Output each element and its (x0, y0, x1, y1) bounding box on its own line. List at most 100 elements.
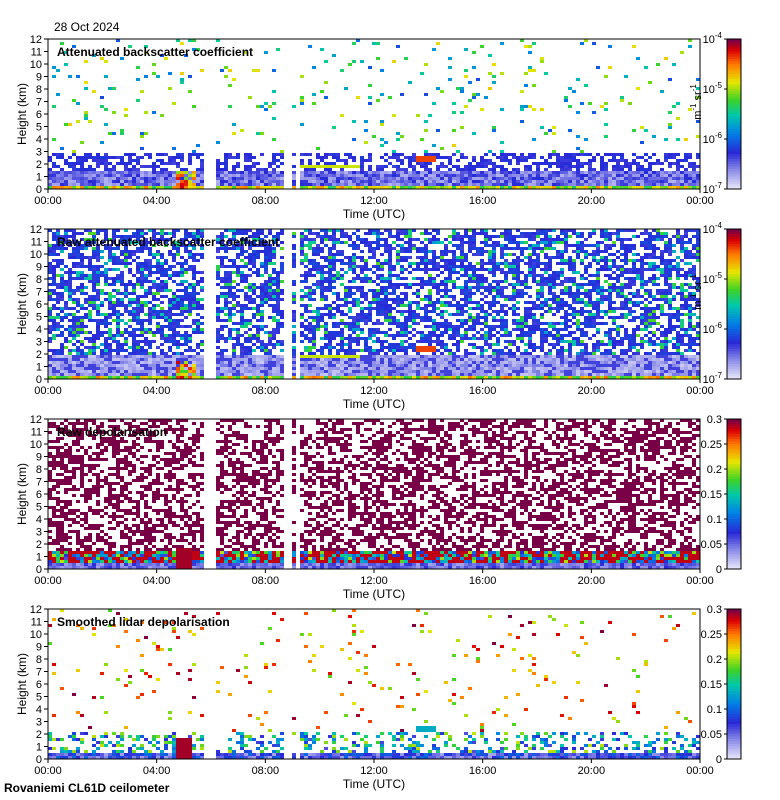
colorbar-unit-label: m-1sr-1 (689, 274, 704, 310)
colorbar-tick-label: 0.15 (701, 679, 722, 691)
x-tick-label: 04:00 (143, 765, 171, 777)
y-tick-label: 2 (36, 729, 42, 741)
colorbar-tick-label: 0.3 (707, 414, 722, 426)
x-tick-label: 00:00 (34, 195, 62, 207)
y-axis-label: Height (km) (15, 463, 29, 525)
colorbar-tick-label: 0.05 (701, 539, 722, 551)
heatmap-field (48, 609, 700, 759)
y-tick-label: 11 (31, 617, 42, 629)
y-tick-label: 0 (36, 184, 42, 196)
x-tick-label: 20:00 (578, 195, 606, 207)
y-tick-label: 6 (36, 299, 42, 311)
panel-4: Smoothed lidar depolarisation01234567891… (15, 604, 742, 791)
x-axis-label: Time (UTC) (343, 587, 405, 601)
colorbar-tick-label: 10-6 (703, 131, 723, 146)
y-tick-label: 10 (30, 249, 42, 261)
panel-title: Raw attenuated backscatter coefficient (57, 235, 279, 249)
y-tick-label: 5 (36, 692, 42, 704)
x-tick-label: 12:00 (360, 195, 388, 207)
x-axis-label: Time (UTC) (343, 777, 405, 791)
y-tick-label: 8 (36, 274, 42, 286)
colorbar-tick-label: 0.25 (701, 629, 722, 641)
y-tick-label: 9 (36, 262, 42, 274)
y-tick-label: 7 (36, 477, 42, 489)
x-tick-label: 12:00 (360, 765, 388, 777)
y-tick-label: 7 (36, 667, 42, 679)
colorbar-tick-label: 0.3 (707, 604, 722, 616)
y-tick-label: 1 (36, 742, 42, 754)
y-tick-label: 6 (36, 679, 42, 691)
y-tick-label: 9 (36, 642, 42, 654)
y-tick-label: 12 (30, 224, 42, 236)
colorbar-tick-label: 10-4 (703, 221, 723, 236)
heatmap-field (48, 39, 700, 189)
colorbar-tick-label: 10-6 (703, 321, 723, 336)
y-tick-label: 6 (36, 489, 42, 501)
y-tick-label: 2 (36, 539, 42, 551)
y-tick-label: 0 (36, 754, 42, 766)
x-tick-label: 16:00 (469, 575, 497, 587)
x-tick-label: 00:00 (686, 385, 714, 397)
x-tick-label: 08:00 (252, 385, 280, 397)
date-label: 28 Oct 2024 (54, 20, 120, 34)
panel-title: Attenuated backscatter coefficient (57, 45, 253, 59)
x-tick-label: 08:00 (252, 195, 280, 207)
x-tick-label: 00:00 (34, 575, 62, 587)
y-tick-label: 2 (36, 349, 42, 361)
colorbar-tick-label: 10-7 (703, 371, 723, 386)
x-tick-label: 20:00 (578, 575, 606, 587)
colorbar: 10-7 10-6 10-5 10-4 m-1sr-1 (689, 31, 742, 196)
y-tick-label: 10 (30, 59, 42, 71)
colorbar-tick-label: 0 (716, 754, 722, 766)
colorbar-tick-label: 10-5 (703, 81, 723, 96)
y-tick-label: 4 (36, 704, 42, 716)
y-tick-label: 8 (36, 464, 42, 476)
colorbar-tick-label: 0.1 (707, 514, 722, 526)
colorbar-tick-label: 10-7 (703, 181, 723, 196)
y-tick-label: 3 (36, 717, 42, 729)
colorbar: 0 0.05 0.1 0.15 0.2 0.25 0.3 (701, 604, 742, 766)
y-tick-label: 10 (30, 439, 42, 451)
y-tick-label: 3 (36, 337, 42, 349)
x-tick-label: 16:00 (469, 195, 497, 207)
y-tick-label: 4 (36, 134, 42, 146)
heatmap-field (48, 229, 700, 379)
y-tick-label: 4 (36, 324, 42, 336)
y-tick-label: 2 (36, 159, 42, 171)
y-tick-label: 6 (36, 109, 42, 121)
x-tick-label: 00:00 (686, 575, 714, 587)
heatmap-field (48, 419, 700, 569)
x-tick-label: 04:00 (143, 385, 171, 397)
y-axis-label: Height (km) (15, 83, 29, 145)
y-tick-label: 12 (30, 414, 42, 426)
y-tick-label: 1 (36, 172, 42, 184)
y-tick-label: 5 (36, 122, 42, 134)
x-tick-label: 04:00 (143, 195, 171, 207)
x-tick-label: 00:00 (34, 385, 62, 397)
colorbar-tick-label: 10-5 (703, 271, 723, 286)
x-tick-label: 20:00 (578, 385, 606, 397)
y-tick-label: 7 (36, 287, 42, 299)
y-tick-label: 1 (36, 552, 42, 564)
x-tick-label: 00:00 (686, 765, 714, 777)
y-tick-label: 4 (36, 514, 42, 526)
colorbar-tick-label: 10-4 (703, 31, 723, 46)
x-tick-label: 20:00 (578, 765, 606, 777)
x-tick-label: 00:00 (686, 195, 714, 207)
y-tick-label: 9 (36, 72, 42, 84)
y-tick-label: 10 (30, 629, 42, 641)
x-tick-label: 12:00 (360, 385, 388, 397)
x-axis-label: Time (UTC) (343, 397, 405, 411)
colorbar-tick-label: 0.1 (707, 704, 722, 716)
y-tick-label: 11 (31, 237, 42, 249)
y-axis-label: Height (km) (15, 653, 29, 715)
y-tick-label: 7 (36, 97, 42, 109)
x-tick-label: 12:00 (360, 575, 388, 587)
x-tick-label: 16:00 (469, 385, 497, 397)
x-tick-label: 08:00 (252, 575, 280, 587)
panel-1: Attenuated backscatter coefficient012345… (15, 31, 742, 221)
y-tick-label: 8 (36, 84, 42, 96)
colorbar-tick-label: 0.2 (707, 464, 722, 476)
y-tick-label: 8 (36, 654, 42, 666)
x-tick-label: 16:00 (469, 765, 497, 777)
